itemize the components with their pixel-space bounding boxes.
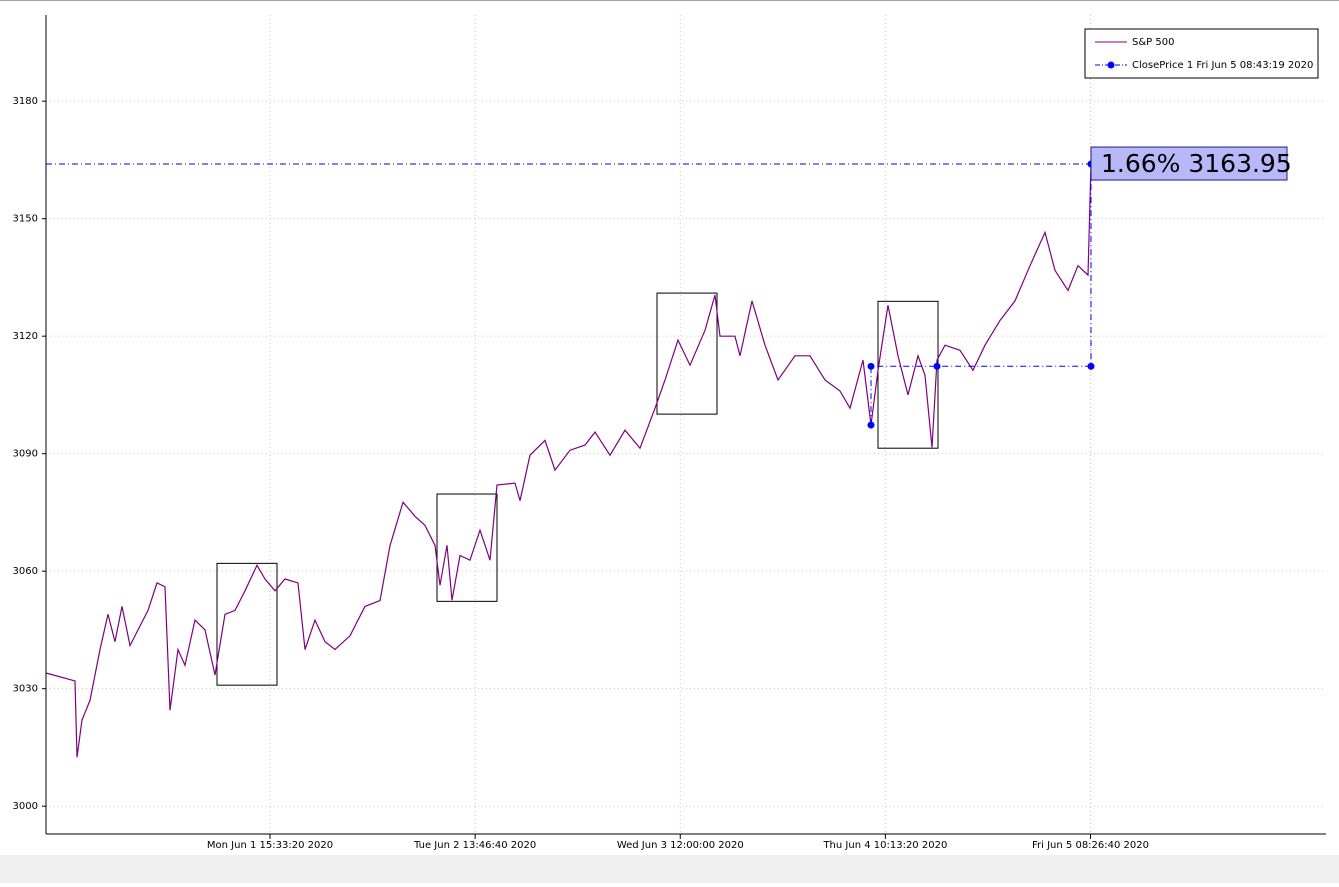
series-line xyxy=(870,164,1092,426)
series-line xyxy=(45,163,1092,758)
y-tick-label: 3030 xyxy=(13,684,38,695)
top-border xyxy=(0,0,1339,1)
status-strip xyxy=(0,855,1339,883)
y-tick-label: 3060 xyxy=(13,566,38,577)
annotation-box xyxy=(1090,146,1288,181)
x-tick-label: Mon Jun 1 15:33:20 2020 xyxy=(207,840,333,851)
legend: S&P 500 ClosePrice 1 Fri Jun 5 08:43:19 2… xyxy=(1084,28,1319,79)
legend-box xyxy=(1084,28,1319,79)
legend-marker xyxy=(1107,61,1115,69)
x-tick-label: Wed Jun 3 12:00:00 2020 xyxy=(617,840,744,851)
series-point xyxy=(867,362,875,370)
y-tick-label: 3090 xyxy=(13,449,38,460)
x-tick-label: Fri Jun 5 08:26:40 2020 xyxy=(1032,840,1149,851)
x-tick-label: Thu Jun 4 10:13:20 2020 xyxy=(822,840,947,851)
series-point xyxy=(1087,362,1095,370)
highlight-box xyxy=(216,562,278,686)
y-tick-label: 3120 xyxy=(13,331,38,342)
y-tick-label: 3150 xyxy=(13,214,38,225)
legend-label: ClosePrice 1 Fri Jun 5 08:43:19 2020 xyxy=(1132,60,1313,71)
highlight-box xyxy=(656,292,718,415)
legend-label: S&P 500 xyxy=(1132,37,1174,48)
y-tick-label: 3000 xyxy=(13,801,38,812)
series-point xyxy=(867,421,875,429)
x-tick-label: Tue Jun 2 13:46:40 2020 xyxy=(413,840,536,851)
highlight-box xyxy=(436,493,498,602)
series-point xyxy=(933,362,941,370)
highlight-box xyxy=(877,300,939,449)
y-tick-label: 3180 xyxy=(13,96,38,107)
annotation-label: 1.66% 3163.95 xyxy=(1101,149,1292,178)
